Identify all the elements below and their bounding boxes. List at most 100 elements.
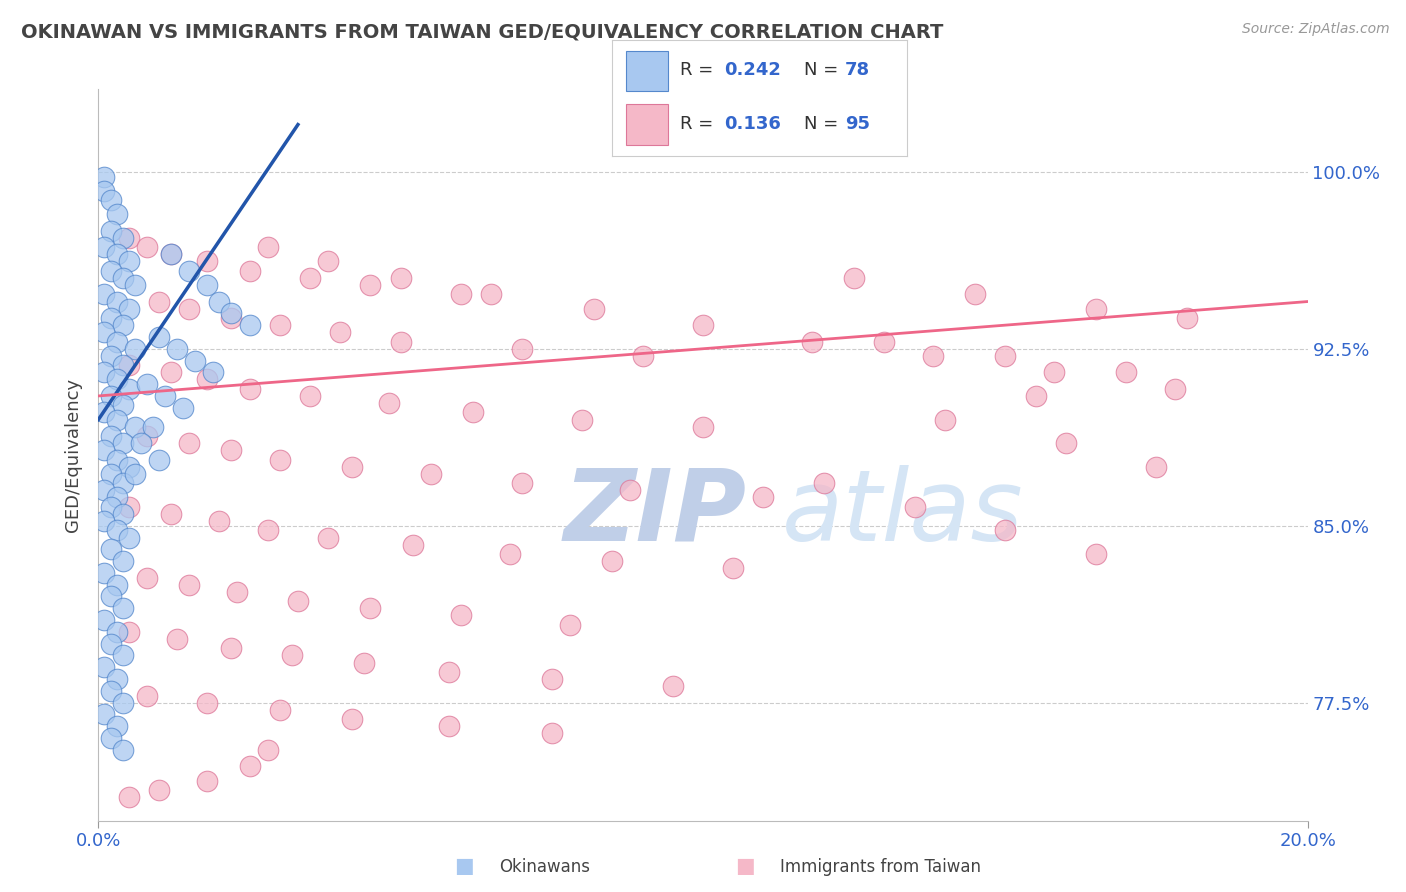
Point	[111, 318, 134, 333]
Point	[118, 301, 141, 316]
Point	[111, 743, 134, 757]
Point	[904, 500, 927, 514]
Point	[135, 689, 157, 703]
Point	[148, 452, 170, 467]
Point	[844, 271, 866, 285]
Point	[105, 372, 128, 386]
Point	[239, 264, 262, 278]
Point	[269, 452, 291, 467]
Point	[100, 637, 122, 651]
Point	[93, 660, 115, 674]
Point	[934, 412, 956, 426]
Point	[93, 184, 115, 198]
Point	[100, 590, 122, 604]
Point	[100, 349, 122, 363]
Point	[148, 330, 170, 344]
Point	[329, 325, 352, 339]
Point	[377, 396, 399, 410]
Point	[602, 554, 624, 568]
Point	[752, 491, 775, 505]
Point	[142, 419, 165, 434]
Point	[93, 325, 115, 339]
Point	[148, 783, 170, 797]
Point	[93, 443, 115, 458]
Point	[1163, 382, 1185, 396]
Text: atlas: atlas	[782, 465, 1024, 562]
Point	[129, 436, 152, 450]
Point	[135, 240, 157, 254]
Text: ■: ■	[735, 856, 755, 876]
Point	[100, 389, 122, 403]
Point	[389, 334, 412, 349]
Point	[105, 452, 128, 467]
Point	[111, 601, 134, 615]
Text: Immigrants from Taiwan: Immigrants from Taiwan	[780, 858, 981, 876]
Point	[239, 759, 262, 773]
Point	[100, 193, 122, 207]
Point	[631, 349, 654, 363]
Point	[111, 554, 134, 568]
Point	[166, 342, 188, 356]
Point	[93, 240, 115, 254]
Point	[100, 500, 122, 514]
Point	[100, 264, 122, 278]
Point	[111, 398, 134, 412]
Point	[342, 459, 364, 474]
Point	[111, 696, 134, 710]
Point	[100, 311, 122, 326]
Point	[93, 405, 115, 419]
Text: Source: ZipAtlas.com: Source: ZipAtlas.com	[1241, 22, 1389, 37]
Point	[105, 577, 128, 591]
Point	[160, 247, 183, 261]
Point	[463, 405, 485, 419]
Point	[100, 731, 122, 745]
Point	[93, 483, 115, 498]
Point	[256, 240, 278, 254]
Point	[389, 271, 412, 285]
Point	[994, 524, 1017, 538]
Point	[105, 491, 128, 505]
Point	[1042, 365, 1064, 379]
Point	[124, 419, 146, 434]
Point	[105, 294, 128, 309]
Point	[105, 334, 128, 349]
Point	[1144, 459, 1167, 474]
Point	[1054, 436, 1077, 450]
Point	[93, 613, 115, 627]
Point	[93, 365, 115, 379]
Text: ZIP: ZIP	[564, 465, 747, 562]
Point	[316, 531, 339, 545]
Point	[100, 467, 122, 481]
Point	[619, 483, 641, 498]
Point	[800, 334, 823, 349]
Point	[450, 287, 472, 301]
Point	[208, 514, 231, 528]
Text: 78: 78	[845, 62, 870, 79]
Point	[100, 542, 122, 557]
Point	[118, 790, 141, 805]
Point	[1085, 301, 1108, 316]
Point	[135, 571, 157, 585]
Point	[118, 358, 141, 372]
Point	[105, 719, 128, 733]
Point	[118, 254, 141, 268]
Point	[118, 382, 141, 396]
Point	[692, 419, 714, 434]
Point	[111, 648, 134, 663]
Point	[723, 561, 745, 575]
Text: R =: R =	[679, 62, 718, 79]
Point	[269, 318, 291, 333]
Point	[994, 349, 1017, 363]
Point	[437, 665, 460, 679]
Point	[93, 566, 115, 580]
Text: OKINAWAN VS IMMIGRANTS FROM TAIWAN GED/EQUIVALENCY CORRELATION CHART: OKINAWAN VS IMMIGRANTS FROM TAIWAN GED/E…	[21, 22, 943, 41]
Point	[281, 648, 304, 663]
Point	[105, 624, 128, 639]
Point	[873, 334, 896, 349]
Point	[105, 412, 128, 426]
Point	[208, 294, 231, 309]
Point	[571, 412, 593, 426]
Point	[118, 231, 141, 245]
Point	[583, 301, 606, 316]
Point	[105, 672, 128, 686]
